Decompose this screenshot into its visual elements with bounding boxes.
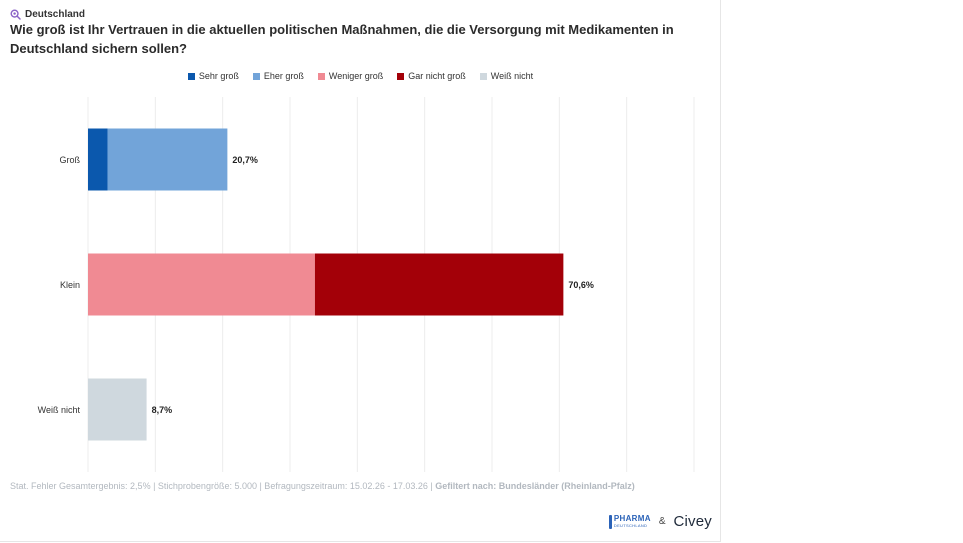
legend-item-weniger-gross[interactable]: Weniger groß (317, 69, 384, 83)
legend-swatch (252, 72, 260, 80)
pharma-deutschland-logo: PHARMA DEUTSCHLAND (608, 513, 651, 529)
pharma-logo-subtext: DEUTSCHLAND (613, 522, 648, 528)
bar-weiss-nicht-weiss-nicht[interactable] (88, 378, 147, 441)
bar-klein-weniger-gross[interactable] (88, 253, 315, 316)
legend-item-sehr-gross[interactable]: Sehr groß (187, 69, 239, 83)
category-label-weiss-nicht: Weiß nicht (38, 405, 81, 415)
bar-chart: Groß 20,7% Klein 70,6% Weiß nicht 8,7% (38, 97, 695, 472)
category-label-klein: Klein (60, 280, 80, 290)
total-label-weiss-nicht: 8,7% (152, 405, 173, 415)
footer-stats-text: Stat. Fehler Gesamtergebnis: 2,5% | Stic… (10, 481, 436, 491)
category-label-gross: Groß (59, 155, 80, 165)
total-label-gross: 20,7% (232, 155, 258, 165)
bar-gross-sehr-gross[interactable] (88, 128, 108, 191)
total-label-klein: 70,6% (568, 280, 594, 290)
legend-label: Sehr groß (198, 71, 239, 81)
logo-row: PHARMA DEUTSCHLAND & Civey (608, 513, 712, 530)
civey-logo: Civey (673, 513, 712, 530)
legend-swatch (317, 72, 325, 80)
legend-label: Eher groß (263, 71, 304, 81)
footer-filter: Gefiltert nach: Bundesländer (Rheinland-… (435, 481, 635, 491)
bar-gross-eher-gross[interactable] (107, 128, 228, 191)
legend-label: Weniger groß (328, 71, 384, 81)
survey-card: Deutschland Wie groß ist Ihr Vertrauen i… (0, 0, 721, 542)
legend-item-weiss-nicht[interactable]: Weiß nicht (479, 69, 534, 83)
legend-swatch (479, 72, 487, 80)
logo-separator: & (658, 516, 666, 527)
region-header: Deutschland (10, 7, 85, 21)
pharma-logo-text: PHARMA (613, 513, 651, 523)
bar-klein-gar-nicht-gross[interactable] (314, 253, 564, 316)
legend-swatch (187, 72, 195, 80)
legend-label: Weiß nicht (490, 71, 534, 81)
legend-item-gar-nicht-gross[interactable]: Gar nicht groß (397, 69, 466, 83)
footer-stats: Stat. Fehler Gesamtergebnis: 2,5% | Stic… (10, 481, 710, 491)
legend-label: Gar nicht groß (408, 71, 466, 81)
chart-title: Wie groß ist Ihr Vertrauen in die aktuel… (10, 22, 674, 56)
magnifier-icon (10, 8, 21, 20)
pharma-mark-icon (608, 514, 612, 529)
region-label: Deutschland (25, 8, 86, 20)
legend-item-eher-gross[interactable]: Eher groß (252, 69, 304, 83)
legend-swatch (397, 72, 405, 80)
legend: Sehr groß Eher groß Weniger groß Gar nicht … (0, 69, 720, 83)
